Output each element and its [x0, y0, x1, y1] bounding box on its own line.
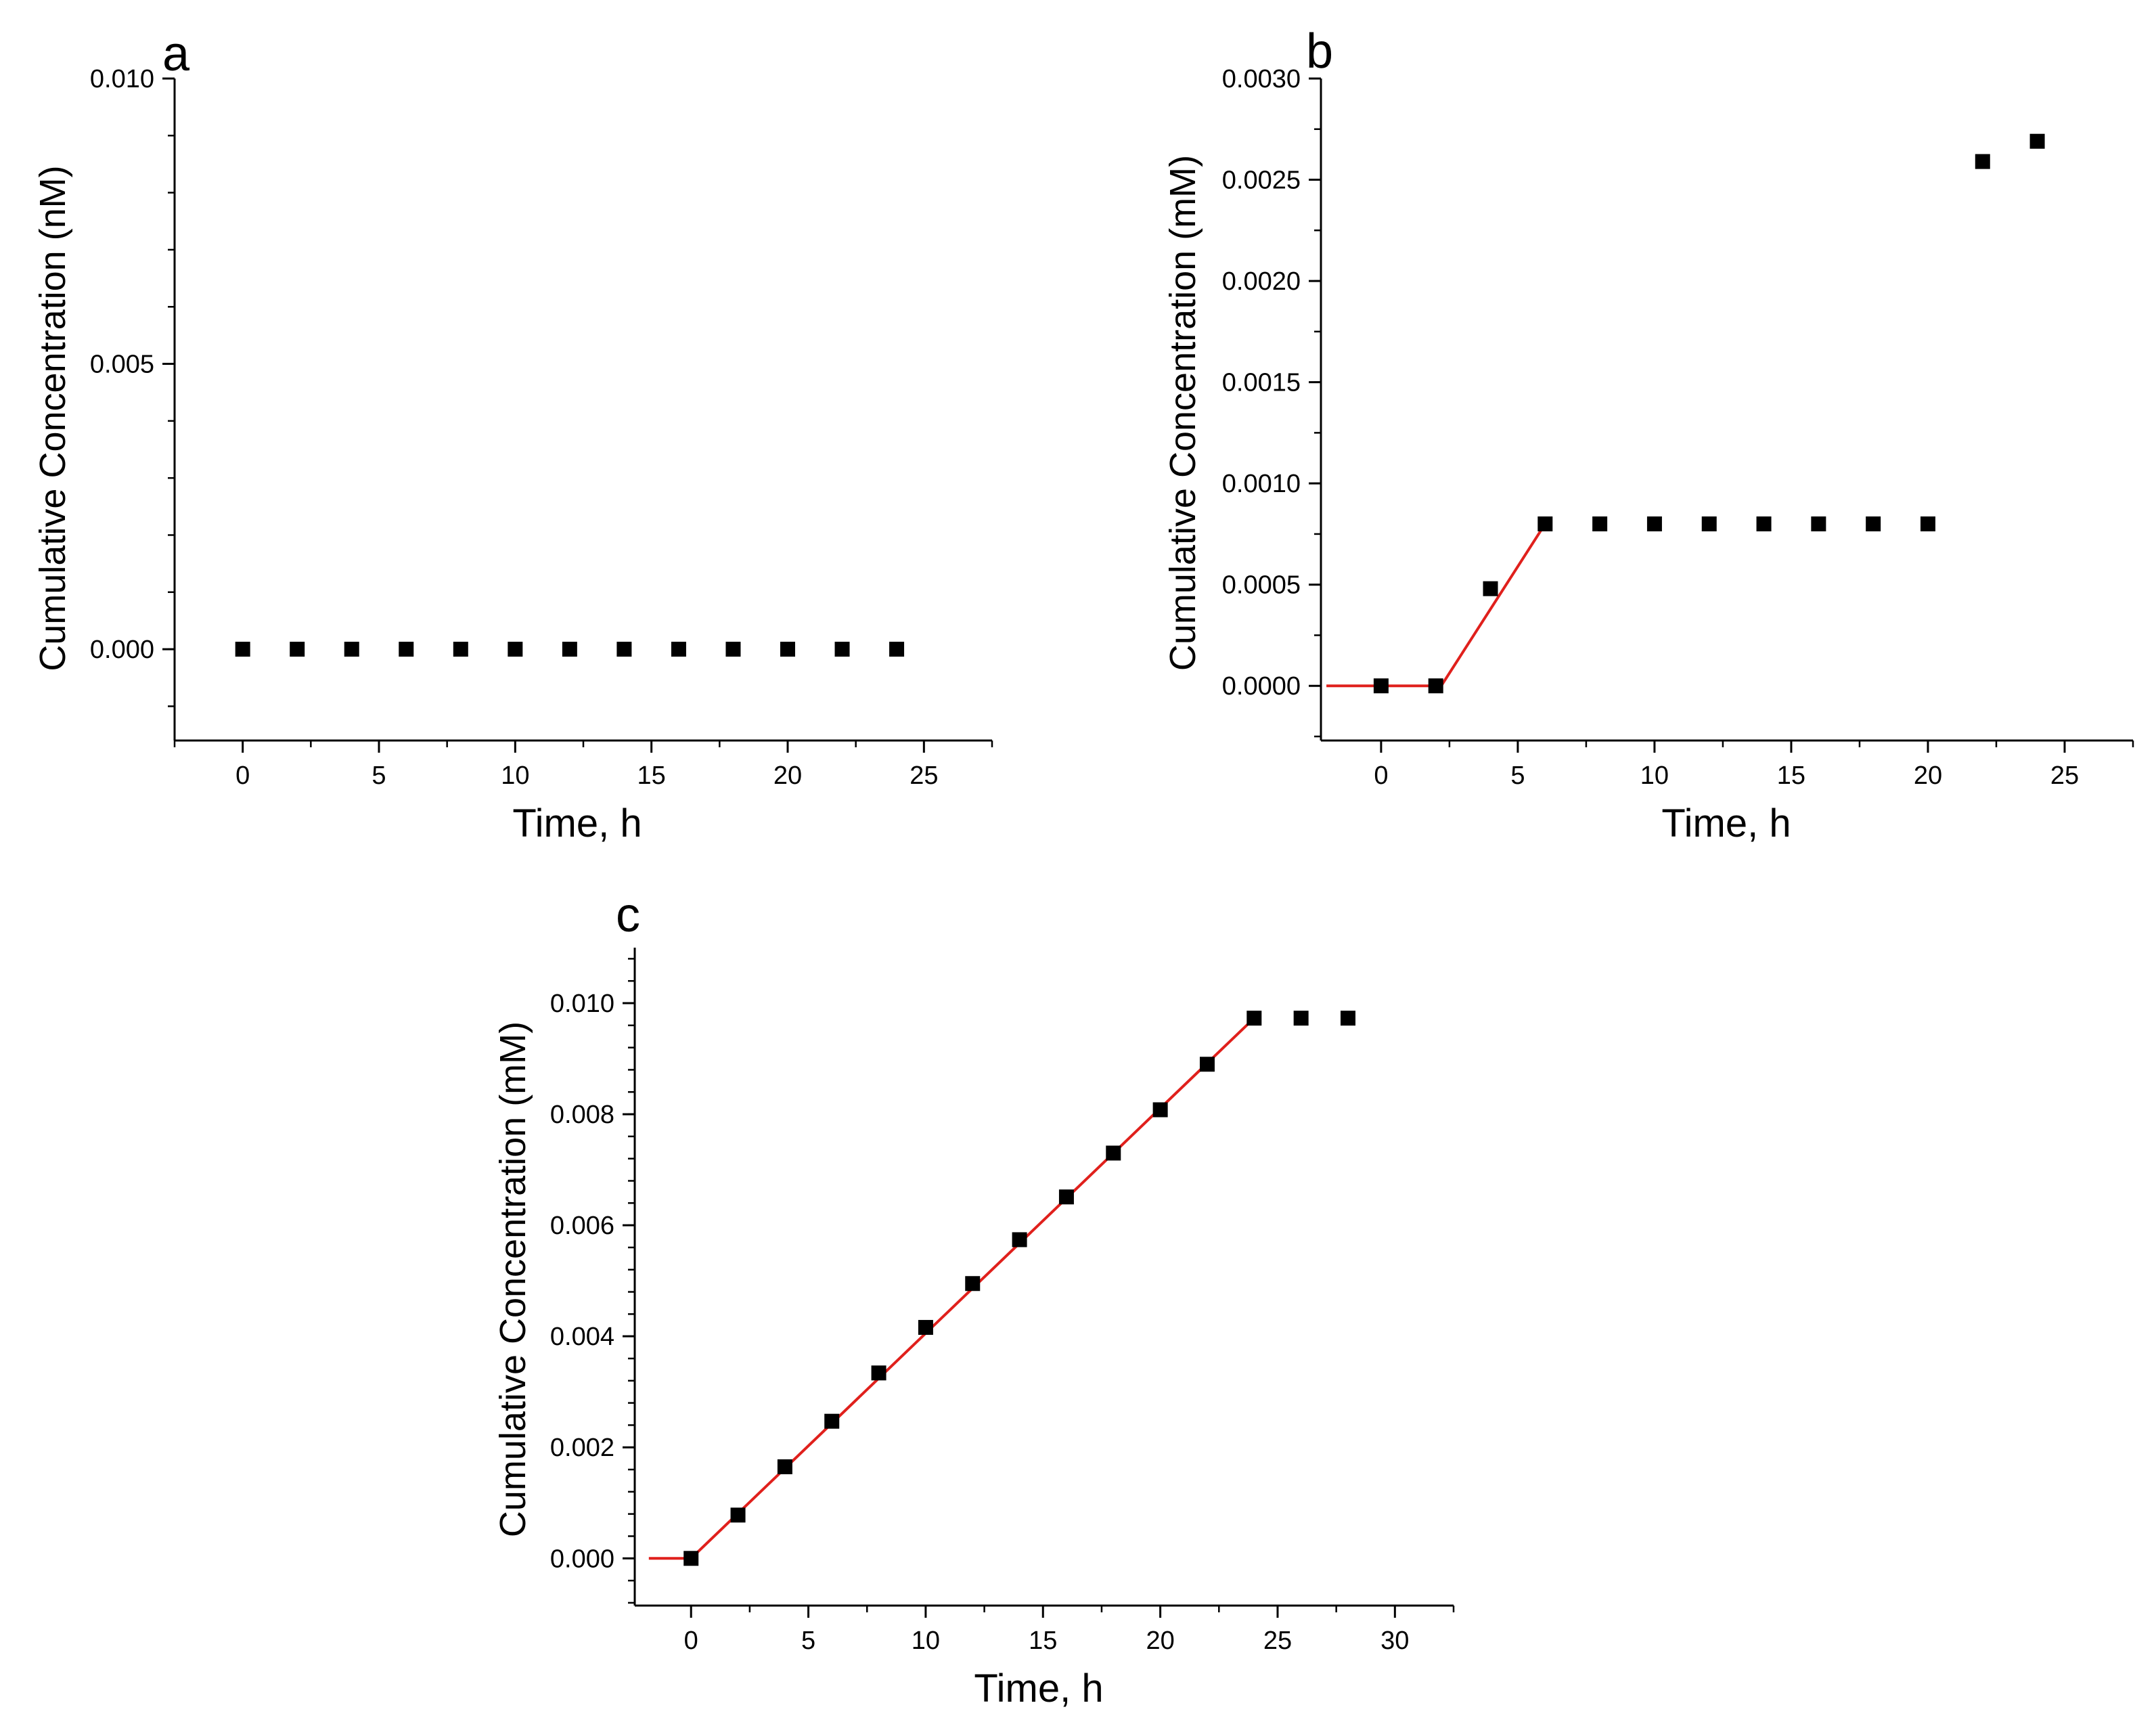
- data-point-b: [1811, 516, 1826, 531]
- y-tick-label-b: 0.0005: [1222, 571, 1301, 600]
- y-tick-label-b: 0.0030: [1222, 65, 1301, 93]
- data-point-b: [1592, 516, 1608, 531]
- x-tick-label-b: 5: [1510, 761, 1525, 790]
- data-point-a: [399, 642, 414, 657]
- x-tick-label-c: 25: [1263, 1627, 1292, 1655]
- data-point-c: [1199, 1057, 1215, 1072]
- data-point-c: [1106, 1145, 1121, 1161]
- data-point-b: [1756, 516, 1772, 531]
- data-point-a: [834, 642, 850, 657]
- data-point-b: [2029, 133, 2045, 149]
- y-tick-label-a: 0.010: [90, 65, 154, 93]
- data-point-a: [508, 642, 523, 657]
- data-point-a: [725, 642, 741, 657]
- data-point-c: [777, 1459, 792, 1474]
- y-tick-label-a: 0.000: [90, 636, 154, 664]
- x-tick-label-b: 25: [2050, 761, 2079, 790]
- data-point-c: [871, 1365, 886, 1381]
- data-point-c: [730, 1507, 746, 1523]
- data-point-a: [616, 642, 632, 657]
- data-point-c: [1247, 1011, 1262, 1026]
- data-point-c: [824, 1413, 840, 1429]
- x-tick-label-c: 10: [912, 1627, 940, 1655]
- y-tick-label-c: 0.008: [550, 1101, 614, 1129]
- x-tick-label-a: 0: [235, 761, 250, 790]
- x-tick-label-b: 20: [1914, 761, 1942, 790]
- x-tick-label-b: 10: [1640, 761, 1669, 790]
- data-point-c: [683, 1551, 699, 1566]
- plot-area-b: 0 5 10 15 20 25 0.0000 0.0005 0.0010 0.0015 0.0020…: [1222, 65, 2134, 790]
- y-tick-label-b: 0.0020: [1222, 267, 1301, 296]
- panel-letter-b: b: [1306, 24, 1333, 79]
- y-tick-label-b: 0.0015: [1222, 369, 1301, 397]
- fit-line-c: [648, 1017, 1255, 1560]
- y-axis-title-b: Cumulative Concentration (mM): [1163, 155, 1203, 671]
- fit-line-b: [1326, 523, 1546, 688]
- x-tick-label-c: 20: [1146, 1627, 1174, 1655]
- data-point-a: [889, 642, 905, 657]
- x-tick-label-b: 0: [1374, 761, 1388, 790]
- data-point-c: [1152, 1102, 1168, 1118]
- data-point-a: [562, 642, 577, 657]
- x-axis-title-a: Time, h: [512, 801, 642, 845]
- x-axis-title-b: Time, h: [1661, 801, 1791, 845]
- y-tick-label-b: 0.0010: [1222, 470, 1301, 498]
- data-point-a: [453, 642, 468, 657]
- data-point-b: [1646, 516, 1662, 531]
- x-tick-label-a: 25: [909, 761, 938, 790]
- x-tick-label-c: 5: [801, 1627, 815, 1655]
- x-tick-label-c: 15: [1029, 1627, 1057, 1655]
- data-point-b: [1483, 581, 1498, 596]
- y-axis-title-c: Cumulative Concentration (mM): [493, 1021, 533, 1537]
- x-tick-label-a: 15: [637, 761, 666, 790]
- data-point-c: [965, 1276, 981, 1292]
- y-tick-label-b: 0.0025: [1222, 167, 1301, 195]
- data-point-b: [1428, 678, 1443, 694]
- y-axis-title-a: Cumulative Concentration (nM): [32, 165, 73, 671]
- x-tick-label-c: 30: [1380, 1627, 1409, 1655]
- data-point-c: [1293, 1011, 1309, 1026]
- data-point-c: [1012, 1232, 1027, 1248]
- panel-b: b 0 5 10 15 20 25 0.0000 0.0005 0.0010 0.0015 0.00…: [1163, 24, 2134, 845]
- data-point-a: [671, 642, 686, 657]
- data-point-c: [1058, 1189, 1074, 1205]
- data-point-b: [1701, 516, 1717, 531]
- x-tick-label-b: 15: [1777, 761, 1805, 790]
- data-point-a: [290, 642, 305, 657]
- data-point-b: [1866, 516, 1881, 531]
- x-axis-title-c: Time, h: [974, 1666, 1103, 1710]
- plot-area-c: 0 5 10 15 20 25 30 0.000 0.002 0.004 0.006 0.008 0.0…: [550, 948, 1455, 1655]
- data-point-c: [918, 1320, 933, 1335]
- y-tick-label-c: 0.002: [550, 1434, 614, 1462]
- data-point-a: [780, 642, 795, 657]
- y-tick-label-a: 0.005: [90, 351, 154, 379]
- y-tick-label-c: 0.010: [550, 990, 614, 1018]
- panel-letter-a: a: [162, 27, 190, 81]
- data-point-b: [1373, 678, 1389, 694]
- y-tick-label-b: 0.0000: [1222, 672, 1301, 701]
- x-tick-label-c: 0: [684, 1627, 698, 1655]
- y-tick-label-c: 0.004: [550, 1323, 614, 1351]
- x-tick-label-a: 20: [773, 761, 802, 790]
- plot-area-a: 0 5 10 15 20 25 0.000 0.005 0.010: [90, 65, 993, 790]
- y-tick-label-c: 0.000: [550, 1545, 614, 1573]
- data-point-b: [1537, 516, 1553, 531]
- data-point-a: [344, 642, 359, 657]
- data-point-b: [1920, 516, 1935, 531]
- panel-c: c 0 5 10 15 20 25 300.0000.0020.0040.0060.0080…: [493, 888, 1455, 1710]
- x-tick-label-a: 5: [372, 761, 386, 790]
- panel-a: a 0 5 10 15 20 25 0.000 0.005 0.010 Time, h Cumu…: [32, 27, 993, 845]
- x-tick-label-a: 10: [501, 761, 529, 790]
- data-point-a: [235, 642, 250, 657]
- data-point-b: [1975, 154, 1990, 169]
- y-tick-label-c: 0.006: [550, 1212, 614, 1240]
- panel-letter-c: c: [616, 888, 640, 942]
- data-point-c: [1340, 1011, 1355, 1026]
